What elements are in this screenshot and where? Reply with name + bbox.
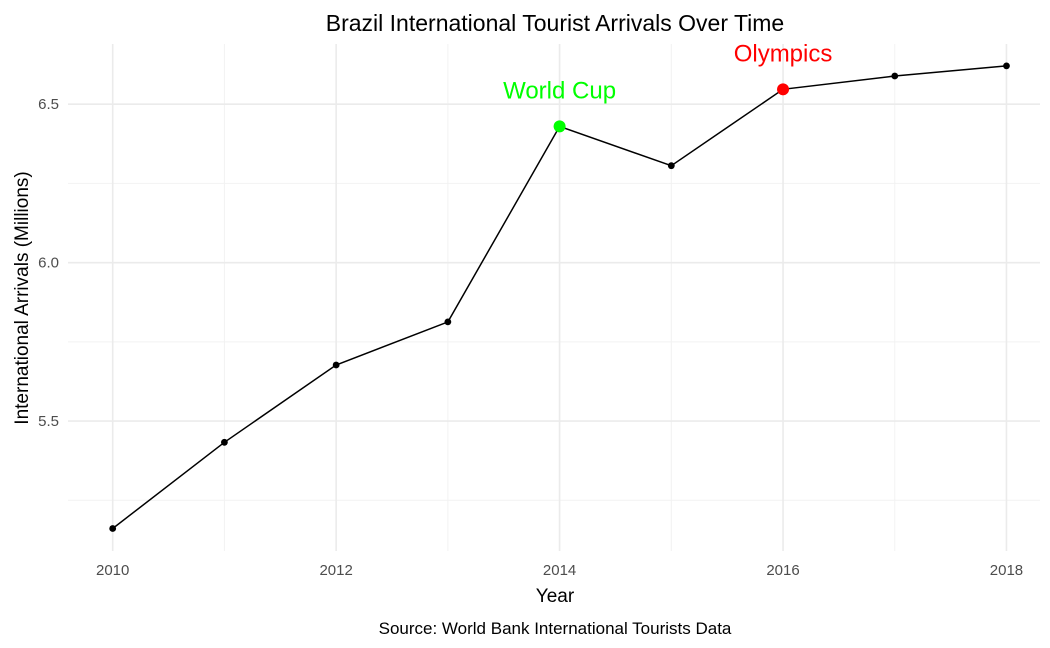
y-axis-title: International Arrivals (Millions): [12, 171, 33, 424]
data-point: [667, 162, 675, 170]
data-point: [891, 72, 899, 80]
y-tick-label: 6.0: [38, 255, 59, 272]
data-point: [1003, 62, 1010, 70]
x-axis-title: Year: [536, 586, 575, 607]
x-tick-label: 2018: [990, 562, 1023, 579]
grid: [68, 44, 1040, 551]
data-point: [109, 525, 117, 532]
annotation-label: Olympics: [734, 40, 833, 67]
x-tick-label: 2012: [319, 562, 352, 579]
x-tick-label: 2014: [543, 562, 576, 579]
data-point: [221, 438, 228, 446]
y-tick-label: 5.5: [38, 413, 59, 430]
x-tick-label: 2016: [766, 562, 799, 579]
data-point: [444, 318, 452, 326]
y-tick-label: 6.5: [38, 96, 59, 113]
x-tick-label: 2010: [96, 562, 129, 579]
annotations: World Cup Olympics: [503, 40, 833, 133]
annotation-point: [553, 120, 566, 133]
chart-caption: Source: World Bank International Tourist…: [379, 619, 732, 638]
tick-labels: 2010 2012 2014 2016 2018 5.5 6.0 6.5: [38, 96, 1023, 579]
chart-title: Brazil International Tourist Arrivals Ov…: [326, 10, 784, 36]
data-point: [332, 361, 340, 369]
annotation-point: [777, 83, 790, 96]
annotation-label: World Cup: [503, 77, 616, 104]
